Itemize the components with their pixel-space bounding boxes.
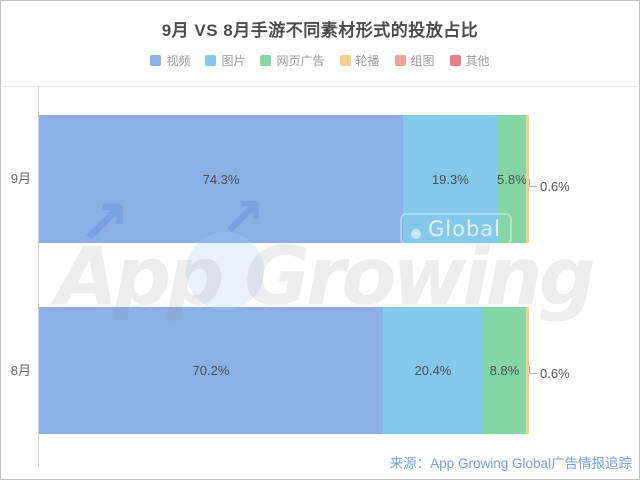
legend-swatch-image [205, 55, 217, 66]
legend-swatch-webad [260, 55, 272, 66]
segment-value-label: 20.4% [414, 363, 452, 378]
chart-title: 9月 VS 8月手游不同素材形式的投放占比 [161, 21, 479, 40]
bar-august: 70.2% 20.4% 8.8% [39, 307, 529, 434]
legend-label: 视频 [166, 54, 191, 68]
segment-image: 19.3% [403, 115, 498, 243]
legend-swatch-other [449, 55, 461, 66]
legend-label: 图片 [221, 54, 246, 68]
legend-item-other[interactable]: 其他 [449, 52, 490, 69]
legend-item-imagegroup[interactable]: 组图 [394, 52, 435, 69]
segment-image: 20.4% [382, 307, 483, 434]
segment-value-label: 70.2% [192, 363, 230, 378]
plot-top-border [2, 86, 638, 87]
axis-label-august: 8月 [10, 363, 31, 378]
legend-swatch-imagegroup [394, 55, 406, 66]
segment-webad: 5.8% [497, 115, 527, 243]
legend-label: 其他 [465, 54, 490, 68]
outside-value-label-september: 0.6% [540, 179, 570, 194]
chart-legend: 视频 图片 网页广告 轮播 组图 其他 [0, 52, 640, 69]
legend-item-webad[interactable]: 网页广告 [260, 52, 325, 69]
label-leader-line [529, 366, 537, 374]
segment-video: 70.2% [39, 307, 383, 434]
source-credit: 来源：App Growing Global广告情报追踪 [389, 456, 632, 471]
segment-carousel [526, 307, 529, 434]
segment-value-label: 19.3% [431, 171, 469, 187]
legend-label: 组图 [410, 54, 435, 68]
watermark-swoosh-shape [186, 232, 264, 310]
outside-value-label-august: 0.6% [540, 366, 570, 381]
legend-swatch-carousel [339, 55, 351, 66]
y-axis-line [38, 86, 39, 467]
bar-september: 74.3% 19.3% 5.8% [39, 115, 529, 243]
segment-value-label: 74.3% [202, 171, 240, 187]
label-leader-line [529, 179, 537, 187]
legend-label: 轮播 [355, 54, 380, 68]
axis-label-september: 9月 [10, 171, 31, 186]
segment-carousel [526, 115, 529, 243]
legend-item-video[interactable]: 视频 [150, 52, 190, 69]
segment-webad: 8.8% [482, 307, 527, 434]
legend-label: 网页广告 [276, 54, 325, 68]
legend-item-image[interactable]: 图片 [205, 52, 245, 69]
segment-video: 74.3% [39, 115, 404, 243]
legend-item-carousel[interactable]: 轮播 [339, 52, 380, 69]
segment-value-label: 8.8% [489, 363, 520, 378]
segment-value-label: 5.8% [497, 171, 527, 187]
legend-swatch-video [150, 55, 162, 66]
